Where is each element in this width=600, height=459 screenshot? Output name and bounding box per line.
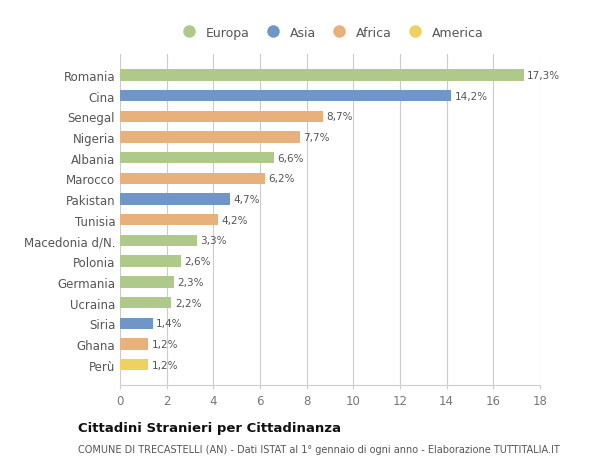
Bar	[120, 215, 218, 226]
Bar	[120, 132, 299, 143]
Text: 1,4%: 1,4%	[156, 319, 182, 329]
Bar	[120, 91, 451, 102]
Text: 14,2%: 14,2%	[455, 91, 488, 101]
Bar	[120, 70, 524, 81]
Bar	[120, 112, 323, 123]
Bar	[120, 339, 148, 350]
Text: 2,3%: 2,3%	[177, 277, 203, 287]
Text: 2,6%: 2,6%	[184, 257, 211, 267]
Bar	[120, 153, 274, 164]
Text: 8,7%: 8,7%	[326, 112, 353, 122]
Bar	[120, 174, 265, 185]
Text: 6,6%: 6,6%	[277, 153, 304, 163]
Bar	[120, 194, 230, 205]
Text: COMUNE DI TRECASTELLI (AN) - Dati ISTAT al 1° gennaio di ogni anno - Elaborazion: COMUNE DI TRECASTELLI (AN) - Dati ISTAT …	[78, 444, 560, 454]
Text: 7,7%: 7,7%	[303, 133, 329, 143]
Bar	[120, 235, 197, 246]
Text: 6,2%: 6,2%	[268, 174, 295, 184]
Text: 4,2%: 4,2%	[221, 215, 248, 225]
Bar	[120, 318, 152, 329]
Bar	[120, 359, 148, 370]
Text: 4,7%: 4,7%	[233, 195, 260, 205]
Text: 1,2%: 1,2%	[151, 339, 178, 349]
Bar	[120, 277, 173, 288]
Legend: Europa, Asia, Africa, America: Europa, Asia, Africa, America	[171, 22, 489, 45]
Text: 17,3%: 17,3%	[527, 71, 560, 81]
Text: 3,3%: 3,3%	[200, 236, 227, 246]
Bar	[120, 256, 181, 267]
Text: Cittadini Stranieri per Cittadinanza: Cittadini Stranieri per Cittadinanza	[78, 421, 341, 434]
Text: 1,2%: 1,2%	[151, 360, 178, 370]
Bar	[120, 297, 172, 308]
Text: 2,2%: 2,2%	[175, 298, 202, 308]
